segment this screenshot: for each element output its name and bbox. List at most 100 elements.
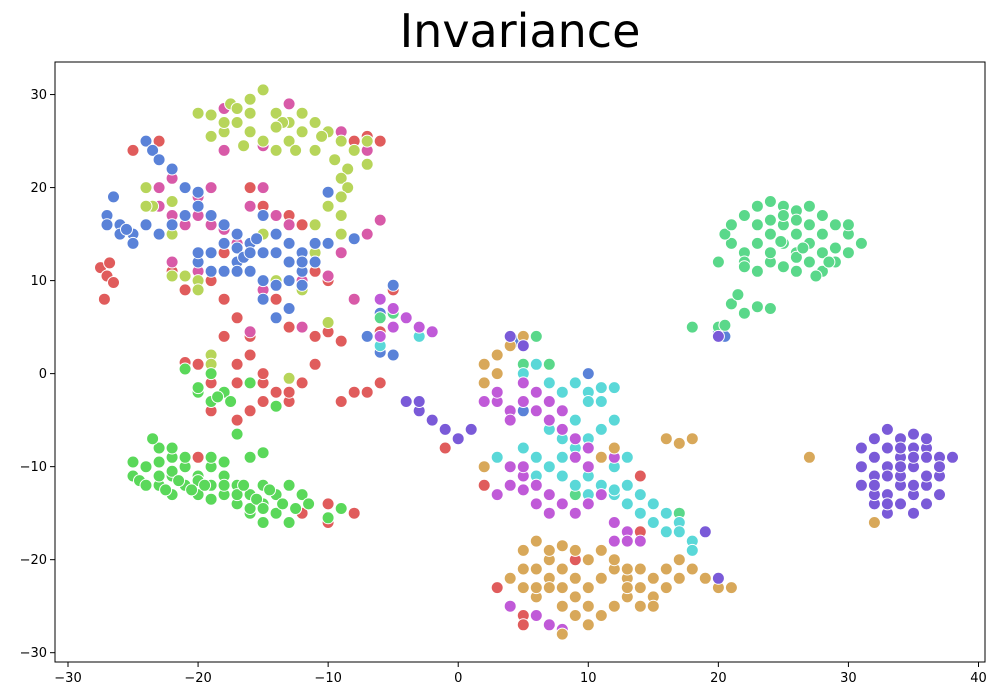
scatter-point <box>256 209 270 222</box>
scatter-point <box>594 543 608 557</box>
scatter-point <box>308 357 322 371</box>
scatter-point <box>542 413 556 427</box>
scatter-point <box>295 278 309 292</box>
scatter-point <box>217 264 231 278</box>
scatter-point <box>139 218 153 232</box>
scatter-point <box>243 450 257 464</box>
scatter-point <box>920 432 933 446</box>
scatter-point <box>120 222 133 236</box>
scatter-point <box>581 497 595 511</box>
scatter-point <box>282 218 296 232</box>
scatter-point <box>282 385 296 399</box>
scatter-point <box>907 450 920 464</box>
scatter-point <box>269 120 283 134</box>
scatter-point <box>152 227 166 241</box>
scatter-point <box>178 209 192 222</box>
scatter-point <box>542 543 556 557</box>
scatter-point <box>568 450 582 464</box>
scatter-point <box>581 395 595 408</box>
scatter-point <box>568 376 582 390</box>
scatter-point <box>139 199 153 213</box>
scatter-point <box>685 562 699 576</box>
scatter-point <box>334 171 348 185</box>
scatter-point <box>360 385 374 399</box>
scatter-point <box>152 181 166 195</box>
scatter-point <box>198 478 212 492</box>
scatter-point <box>321 199 335 213</box>
scatter-point <box>698 525 712 539</box>
scatter-point <box>516 460 530 474</box>
scatter-point <box>789 264 803 278</box>
series-5 <box>126 362 348 529</box>
scatter-point <box>529 329 543 343</box>
scatter-point <box>217 329 231 343</box>
scatter-point <box>568 590 582 604</box>
scatter-point <box>724 297 738 311</box>
scatter-point <box>633 534 647 548</box>
scatter-point <box>724 218 738 232</box>
scatter-point <box>191 283 205 297</box>
scatter-point <box>334 395 348 408</box>
scatter-point <box>217 218 231 232</box>
scatter-point <box>516 339 530 353</box>
scatter-point <box>243 106 257 120</box>
scatter-point <box>341 181 355 195</box>
x-tick-label: 40 <box>970 671 987 686</box>
y-tick-label: −20 <box>20 553 47 568</box>
scatter-point <box>880 422 894 436</box>
chart-title: Invariance <box>399 4 641 58</box>
scatter-point <box>809 269 823 283</box>
scatter-point <box>529 404 543 418</box>
scatter-point <box>139 478 153 492</box>
scatter-point <box>438 441 452 455</box>
scatter-point <box>217 292 231 306</box>
scatter-point <box>204 209 218 222</box>
scatter-point <box>594 422 608 436</box>
scatter-point <box>763 195 777 208</box>
scatter-point <box>620 581 634 595</box>
scatter-point <box>581 460 595 474</box>
scatter-point <box>263 483 277 497</box>
scatter-point <box>581 581 595 595</box>
scatter-point <box>152 153 166 167</box>
scatter-point <box>594 488 608 502</box>
scatter-point <box>529 497 543 511</box>
scatter-point <box>282 516 296 529</box>
scatter-point <box>555 450 569 464</box>
scatter-point <box>204 246 218 260</box>
scatter-point <box>191 246 205 260</box>
scatter-point <box>282 134 296 148</box>
x-tick-label: 30 <box>840 671 857 686</box>
scatter-point <box>295 488 309 502</box>
scatter-point <box>282 320 296 334</box>
scatter-point <box>815 209 829 222</box>
scatter-point <box>191 185 205 199</box>
scatter-point <box>542 506 556 520</box>
scatter-point <box>347 232 361 246</box>
scatter-point <box>477 395 491 408</box>
x-tick-label: 0 <box>454 671 462 686</box>
scatter-point <box>126 455 140 469</box>
scatter-point <box>894 460 907 474</box>
scatter-point <box>581 618 595 632</box>
scatter-point <box>581 441 595 455</box>
scatter-point <box>308 236 322 250</box>
scatter-point <box>750 300 764 314</box>
scatter-point <box>646 497 660 511</box>
scatter-point <box>269 278 283 292</box>
scatter-point <box>230 116 244 129</box>
scatter-point <box>165 162 179 176</box>
scatter-point <box>815 246 829 260</box>
scatter-point <box>555 562 569 576</box>
scatter-point <box>269 311 283 325</box>
scatter-point <box>464 422 478 436</box>
scatter-point <box>126 143 140 157</box>
scatter-point <box>581 553 595 567</box>
scatter-point <box>282 274 296 288</box>
scatter-point <box>594 450 608 464</box>
scatter-point <box>230 241 244 255</box>
scatter-point <box>165 218 179 232</box>
scatter-point <box>321 269 335 283</box>
scatter-point <box>568 571 582 585</box>
y-tick-label: 0 <box>39 367 47 382</box>
